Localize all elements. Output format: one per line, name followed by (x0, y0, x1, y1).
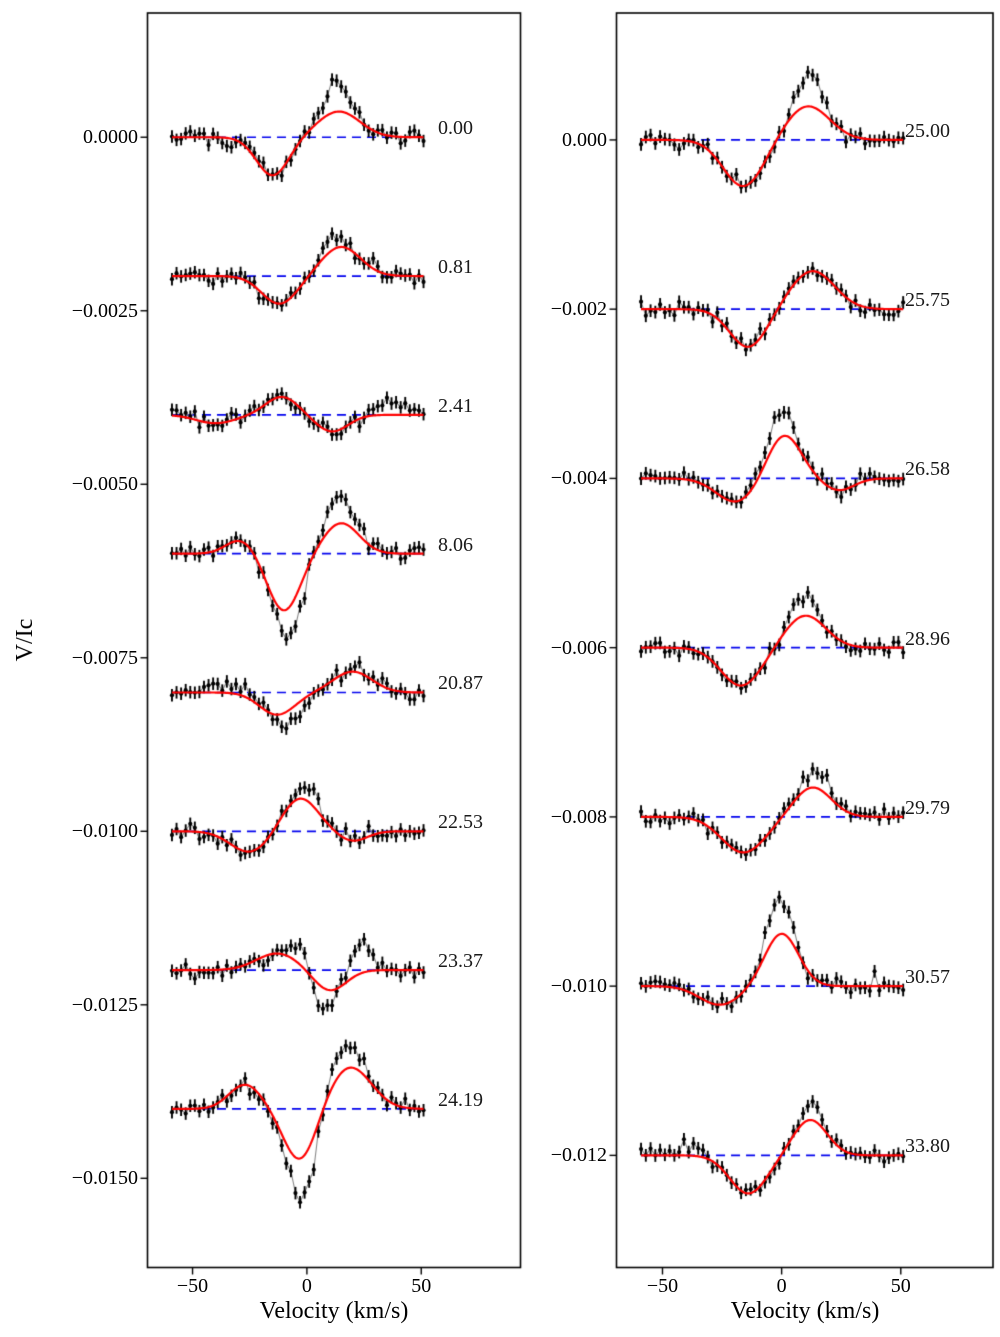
y-tick-label: −0.0100 (71, 820, 138, 843)
profile-label: 29.79 (905, 796, 950, 819)
y-tick-label: −0.008 (550, 805, 607, 828)
profile-label: 22.53 (438, 811, 483, 834)
profile-label: 25.75 (905, 289, 950, 312)
profile-label: 0.81 (438, 256, 473, 279)
profile-label: 25.00 (905, 119, 950, 142)
profile-label: 0.00 (438, 117, 473, 140)
y-tick-label: 0.0000 (83, 126, 138, 149)
profile-label: 28.96 (905, 627, 950, 650)
x-axis-label-right: Velocity (km/s) (730, 1298, 880, 1324)
x-tick-label: −50 (646, 1275, 679, 1297)
profile-label: 33.80 (905, 1135, 950, 1158)
profile-label: 23.37 (438, 950, 483, 973)
profile-label: 2.41 (438, 394, 473, 417)
profile-label: 24.19 (438, 1088, 483, 1111)
y-tick-label: −0.0025 (71, 299, 138, 322)
x-tick-label: −50 (176, 1275, 209, 1297)
x-tick-label: 0 (776, 1275, 787, 1297)
y-tick-label: −0.0050 (71, 473, 138, 496)
x-tick-label: 0 (301, 1275, 312, 1297)
profile-label: 8.06 (438, 533, 473, 556)
x-tick-label: 50 (890, 1275, 911, 1297)
y-tick-label: 0.000 (562, 128, 607, 151)
y-tick-label: −0.0125 (71, 993, 138, 1016)
y-tick-label: −0.0075 (71, 646, 138, 669)
profile-label: 26.58 (905, 458, 950, 481)
y-tick-label: −0.002 (550, 298, 607, 321)
profile-label: 30.57 (905, 966, 950, 989)
y-tick-label: −0.0150 (71, 1167, 138, 1190)
profile-label: 20.87 (438, 672, 483, 695)
y-tick-label: −0.006 (550, 636, 607, 659)
x-tick-label: 50 (411, 1275, 432, 1297)
y-tick-label: −0.010 (550, 975, 607, 998)
y-tick-label: −0.004 (550, 467, 607, 490)
y-tick-label: −0.012 (550, 1144, 607, 1167)
x-axis-label-left: Velocity (km/s) (259, 1298, 409, 1324)
